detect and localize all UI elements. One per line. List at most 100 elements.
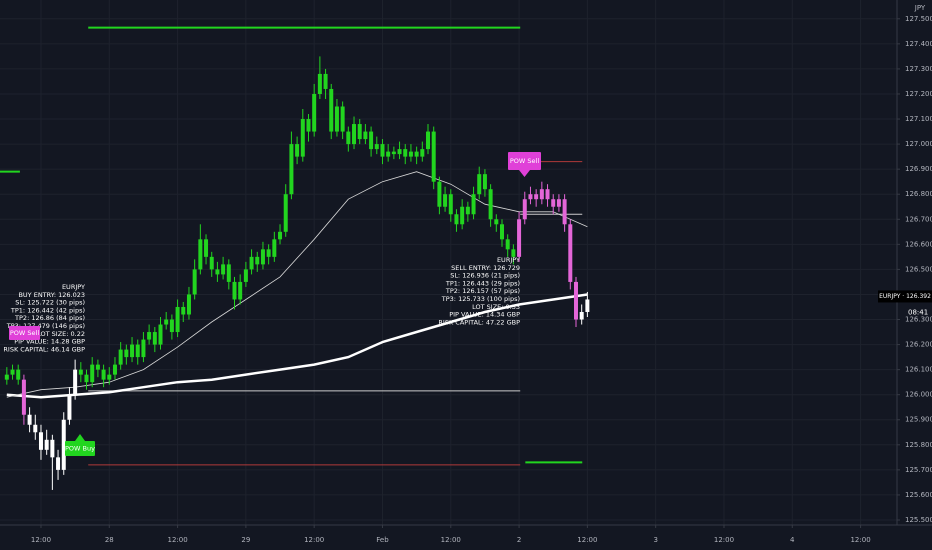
candle-body — [397, 149, 402, 155]
candle-body — [511, 249, 516, 257]
candle-body — [312, 93, 317, 132]
y-tick-label: 127.500 — [905, 15, 932, 23]
candle-body — [181, 306, 186, 315]
pow-sell-badge — [9, 326, 40, 340]
y-tick-label: 125.600 — [905, 491, 932, 499]
trade-info-line: RISK CAPITAL: 47.22 GBP — [438, 318, 520, 326]
candle-body — [278, 231, 283, 240]
candle-body — [61, 419, 66, 470]
candle-body — [477, 174, 482, 195]
y-tick-label: 126.500 — [905, 265, 932, 273]
levels — [0, 26, 583, 466]
y-tick-label: 126.300 — [905, 316, 932, 324]
trade-info-line: RISK CAPITAL: 46.14 GBP — [3, 345, 85, 353]
trade-info-line: SL: 125.722 (30 pips) — [15, 299, 85, 307]
candle-body — [4, 374, 9, 380]
candle-body — [522, 199, 527, 220]
trade-info-line: LOT SIZE: 0.33 — [472, 303, 520, 311]
candle-body — [272, 239, 277, 257]
candle-body — [363, 131, 368, 140]
candle-body — [50, 439, 55, 458]
candle-body — [78, 369, 83, 375]
candle-body — [391, 151, 396, 155]
candle-body — [249, 256, 254, 270]
moving-average-line — [6, 293, 588, 399]
x-tick-label: 12:00 — [441, 536, 461, 544]
candle-body — [403, 149, 408, 157]
candle-body — [226, 264, 231, 282]
candle-body — [295, 144, 300, 157]
candle-body — [266, 249, 271, 257]
candle-body — [124, 349, 129, 358]
y-tick-label: 127.400 — [905, 40, 932, 48]
x-tick-label: 12:00 — [714, 536, 734, 544]
pow-sell-badge — [508, 152, 541, 170]
candle-body — [107, 374, 112, 380]
y-tick-label: 125.800 — [905, 441, 932, 449]
candle-body — [152, 332, 157, 345]
y-tick-label: 126.700 — [905, 215, 932, 223]
x-tick-label: 12:00 — [850, 536, 870, 544]
trade-info-line: PIP VALUE: 14.34 GBP — [449, 311, 520, 319]
trade-info-line: EURJPY — [62, 283, 85, 291]
y-tick-label: 126.600 — [905, 240, 932, 248]
candle-body — [585, 299, 590, 312]
x-tick-label: 12:00 — [167, 536, 187, 544]
x-tick-label: 2 — [517, 536, 521, 544]
candle-body — [346, 131, 351, 145]
candle-body — [215, 269, 220, 275]
candle-body — [460, 206, 465, 225]
candle-body — [300, 119, 305, 157]
candle-body — [147, 332, 152, 340]
candle-body — [67, 394, 72, 420]
candle-body — [317, 73, 322, 94]
x-tick-label: Feb — [376, 536, 389, 544]
candle-body — [340, 106, 345, 132]
trade-info-line: PIP VALUE: 14.28 GBP — [14, 338, 85, 346]
candle-body — [545, 189, 550, 200]
x-tick-label: 3 — [653, 536, 657, 544]
candle-body — [306, 119, 311, 132]
pow-sell-text: POW Sell — [10, 329, 39, 337]
candle-body — [369, 131, 374, 150]
candle-body — [90, 364, 95, 383]
candle-body — [443, 194, 448, 207]
y-tick-label: 126.900 — [905, 165, 932, 173]
candle-body — [198, 239, 203, 270]
pow-sell-text: POW Sell — [510, 157, 539, 165]
candle-body — [112, 364, 117, 375]
y-tick-label: 125.500 — [905, 516, 932, 524]
candles — [4, 56, 590, 490]
candle-body — [289, 144, 294, 195]
trade-info-line: TP1: 126.443 (29 pips) — [445, 279, 520, 287]
candle-body — [505, 239, 510, 250]
candle-body — [141, 339, 146, 358]
candle-body — [329, 88, 334, 132]
y-tick-label: 126.000 — [905, 391, 932, 399]
candle-body — [158, 324, 163, 345]
candle-body — [562, 199, 567, 225]
candle-body — [84, 374, 89, 383]
pow-buy-pointer — [75, 434, 85, 441]
candle-body — [437, 181, 442, 207]
candle-body — [95, 364, 100, 370]
x-tick-label: 29 — [241, 536, 250, 544]
grid — [0, 0, 897, 525]
candle-body — [579, 311, 584, 320]
y-tick-label: 127.000 — [905, 140, 932, 148]
candle-body — [238, 281, 243, 300]
y-tick-label: 127.100 — [905, 115, 932, 123]
candle-body — [517, 219, 522, 257]
y-axis-label: JPY — [914, 4, 926, 12]
pow-buy-badge — [65, 441, 95, 456]
y-tick-label: 127.300 — [905, 65, 932, 73]
candle-body — [38, 432, 43, 450]
last-price-label: EURJPY · 126.392 — [879, 293, 931, 300]
trade-info-line: SELL ENTRY: 126.729 — [451, 264, 520, 272]
candle-body — [232, 281, 237, 300]
candle-body — [482, 174, 487, 190]
candle-body — [431, 131, 436, 182]
